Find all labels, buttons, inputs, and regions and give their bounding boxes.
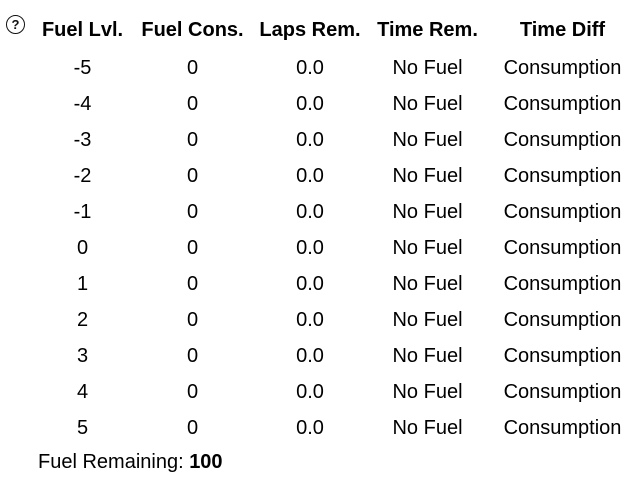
column-header-fuel_lvl: Fuel Lvl. xyxy=(41,18,124,41)
fuel_lvl-cell: 2 xyxy=(76,308,89,331)
fuel-table-body: -5 0 0.0 No Fuel Consumption -4 0 0.0 No Fuel Con… xyxy=(30,50,640,446)
fuel_cons-cell: 0 xyxy=(186,416,199,439)
time_rem-cell: No Fuel xyxy=(392,416,463,439)
fuel-table: Fuel Lvl. Fuel Cons. Laps Rem. Time Rem. Tim… xyxy=(30,10,640,446)
fuel_lvl-cell: 5 xyxy=(76,416,89,439)
table-row: 1 0 0.0 No Fuel Consumption xyxy=(30,266,640,302)
fuel_cons-cell: 0 xyxy=(186,200,199,223)
time_diff-cell: Consumption xyxy=(503,128,622,151)
table-row: 2 0 0.0 No Fuel Consumption xyxy=(30,302,640,338)
fuel_lvl-cell: 0 xyxy=(76,236,89,259)
time_diff-cell: Consumption xyxy=(503,92,622,115)
fuel-remaining: Fuel Remaining: 100 xyxy=(38,450,640,474)
fuel_lvl-cell: -3 xyxy=(73,128,92,151)
fuel_lvl-cell: -1 xyxy=(73,200,92,223)
laps_rem-cell: 0.0 xyxy=(296,272,324,295)
time_rem-cell: No Fuel xyxy=(392,344,463,367)
time_rem-cell: No Fuel xyxy=(392,56,463,79)
fuel_lvl-cell: 3 xyxy=(76,344,89,367)
table-row: -3 0 0.0 No Fuel Consumption xyxy=(30,122,640,158)
time_diff-cell: Consumption xyxy=(503,308,622,331)
column-header-fuel_cons: Fuel Cons. xyxy=(141,18,244,41)
help-icon[interactable]: ? xyxy=(6,15,25,34)
table-row: -5 0 0.0 No Fuel Consumption xyxy=(30,50,640,86)
laps_rem-cell: 0.0 xyxy=(296,236,324,259)
fuel_lvl-cell: 4 xyxy=(76,380,89,403)
time_diff-cell: Consumption xyxy=(503,200,622,223)
fuel-calculator-panel: ? Fuel Lvl. Fuel Cons. Laps Rem. Time Rem. T… xyxy=(0,10,640,474)
fuel_cons-cell: 0 xyxy=(186,128,199,151)
fuel_lvl-cell: -2 xyxy=(73,164,92,187)
column-header-time_rem: Time Rem. xyxy=(377,18,478,41)
table-row: 3 0 0.0 No Fuel Consumption xyxy=(30,338,640,374)
fuel-remaining-value: 100 xyxy=(189,451,223,473)
fuel_lvl-cell: 1 xyxy=(76,272,89,295)
column-header-time_diff: Time Diff xyxy=(519,18,606,41)
fuel_cons-cell: 0 xyxy=(186,164,199,187)
time_rem-cell: No Fuel xyxy=(392,200,463,223)
fuel_cons-cell: 0 xyxy=(186,272,199,295)
fuel_cons-cell: 0 xyxy=(186,56,199,79)
fuel_cons-cell: 0 xyxy=(186,344,199,367)
fuel_lvl-cell: -5 xyxy=(73,56,92,79)
laps_rem-cell: 0.0 xyxy=(296,56,324,79)
table-row: 4 0 0.0 No Fuel Consumption xyxy=(30,374,640,410)
laps_rem-cell: 0.0 xyxy=(296,92,324,115)
header-row: Fuel Lvl. Fuel Cons. Laps Rem. Time Rem. Tim… xyxy=(30,10,640,50)
time_diff-cell: Consumption xyxy=(503,272,622,295)
time_rem-cell: No Fuel xyxy=(392,236,463,259)
laps_rem-cell: 0.0 xyxy=(296,344,324,367)
time_diff-cell: Consumption xyxy=(503,380,622,403)
table-row: 0 0 0.0 No Fuel Consumption xyxy=(30,230,640,266)
time_diff-cell: Consumption xyxy=(503,236,622,259)
time_diff-cell: Consumption xyxy=(503,164,622,187)
laps_rem-cell: 0.0 xyxy=(296,200,324,223)
fuel-table-header: Fuel Lvl. Fuel Cons. Laps Rem. Time Rem. Tim… xyxy=(30,10,640,50)
time_rem-cell: No Fuel xyxy=(392,380,463,403)
time_rem-cell: No Fuel xyxy=(392,164,463,187)
fuel_cons-cell: 0 xyxy=(186,308,199,331)
table-row: -4 0 0.0 No Fuel Consumption xyxy=(30,86,640,122)
time_rem-cell: No Fuel xyxy=(392,92,463,115)
column-header-laps_rem: Laps Rem. xyxy=(259,18,361,41)
laps_rem-cell: 0.0 xyxy=(296,308,324,331)
laps_rem-cell: 0.0 xyxy=(296,164,324,187)
table-row: -1 0 0.0 No Fuel Consumption xyxy=(30,194,640,230)
time_diff-cell: Consumption xyxy=(503,56,622,79)
time_rem-cell: No Fuel xyxy=(392,128,463,151)
fuel-remaining-label: Fuel Remaining: xyxy=(38,451,184,473)
fuel_lvl-cell: -4 xyxy=(73,92,92,115)
time_rem-cell: No Fuel xyxy=(392,272,463,295)
laps_rem-cell: 0.0 xyxy=(296,128,324,151)
fuel_cons-cell: 0 xyxy=(186,92,199,115)
time_diff-cell: Consumption xyxy=(503,344,622,367)
fuel_cons-cell: 0 xyxy=(186,380,199,403)
laps_rem-cell: 0.0 xyxy=(296,416,324,439)
time_diff-cell: Consumption xyxy=(503,416,622,439)
fuel_cons-cell: 0 xyxy=(186,236,199,259)
table-row: 5 0 0.0 No Fuel Consumption xyxy=(30,410,640,446)
laps_rem-cell: 0.0 xyxy=(296,380,324,403)
time_rem-cell: No Fuel xyxy=(392,308,463,331)
table-row: -2 0 0.0 No Fuel Consumption xyxy=(30,158,640,194)
